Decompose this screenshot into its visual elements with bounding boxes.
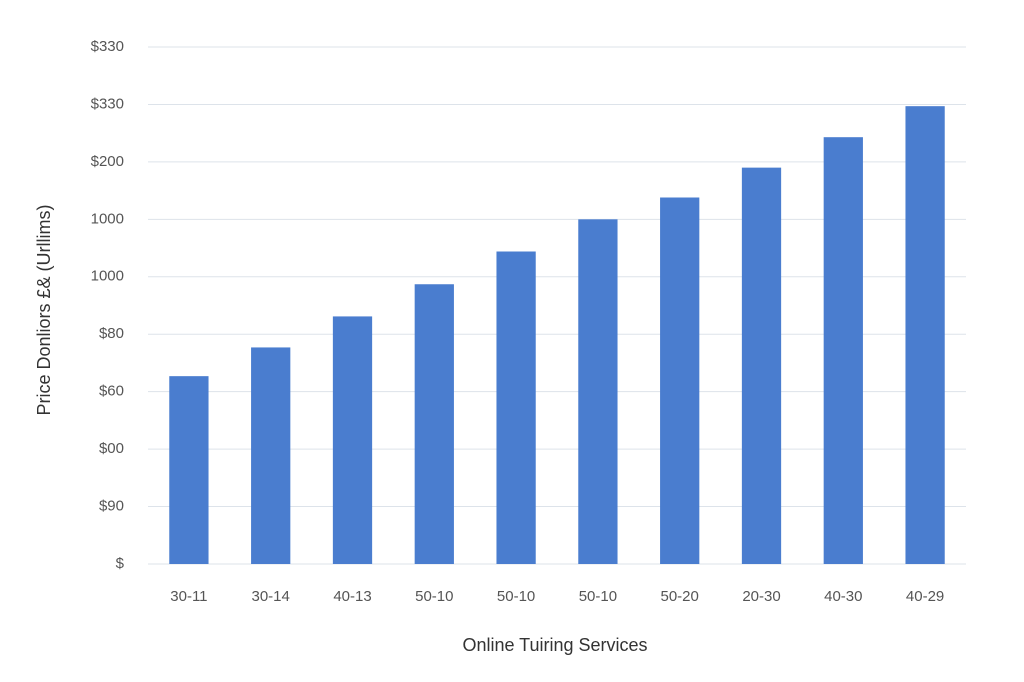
- x-tick-label: 20-30: [742, 588, 780, 605]
- y-tick-label: $90: [99, 498, 124, 515]
- y-tick-label: 1000: [91, 210, 124, 227]
- bar: [496, 251, 536, 564]
- y-tick-label: $330: [91, 95, 124, 112]
- x-tick-label: 40-13: [333, 588, 371, 605]
- x-axis-label: Online Tuiring Services: [462, 635, 647, 655]
- bar: [741, 167, 782, 564]
- x-tick-label: 50-10: [497, 588, 535, 605]
- x-tick-label: 40-30: [824, 588, 862, 605]
- y-axis-label: Price Donliors £& (Urllims): [34, 204, 54, 415]
- bar: [660, 197, 700, 564]
- bar: [823, 137, 863, 564]
- bar: [332, 316, 373, 564]
- bar: [905, 106, 945, 564]
- bar: [578, 219, 618, 565]
- bar: [414, 284, 454, 564]
- y-tick-label: $00: [99, 440, 124, 457]
- x-tick-label: 30-11: [170, 588, 207, 605]
- y-tick-label: $330: [91, 38, 124, 55]
- x-tick-label: 30-14: [252, 588, 290, 605]
- y-tick-label: $200: [91, 153, 124, 170]
- y-tick-label: $: [116, 555, 125, 572]
- x-tick-label: 50-10: [579, 588, 617, 605]
- x-tick-label: 40-29: [906, 588, 944, 605]
- x-tick-label: 50-10: [415, 588, 453, 605]
- y-tick-label: $80: [99, 325, 124, 342]
- x-tick-label: 50-20: [661, 588, 699, 605]
- y-tick-label: 1000: [91, 268, 124, 285]
- bar: [169, 376, 209, 564]
- bar: [251, 347, 291, 564]
- y-tick-label: $60: [99, 383, 124, 400]
